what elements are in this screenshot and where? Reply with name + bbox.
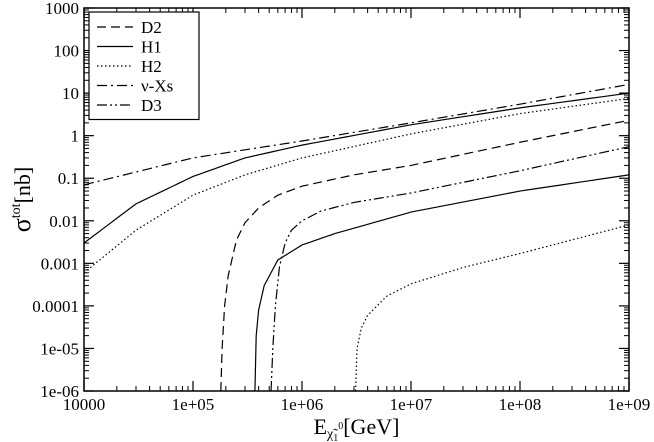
series-line-curve-5	[254, 174, 629, 391]
y-tick-label: 1e-06	[40, 382, 79, 401]
x-label-unit: [GeV]	[343, 414, 399, 439]
x-tick-label: 10000	[63, 395, 106, 414]
series-line-h1	[84, 92, 629, 244]
y-tick-label: 0.1	[58, 169, 79, 188]
legend-label: H2	[141, 57, 162, 76]
x-tick-label: 1e+08	[499, 395, 542, 414]
y-axis-label: σtot[nb]	[7, 167, 36, 232]
series-line-d3	[270, 146, 629, 391]
y-label-main: σ	[7, 218, 36, 232]
y-tick-label: 0.001	[41, 254, 79, 273]
x-tick-label: 1e+06	[281, 395, 324, 414]
y-tick-label: 1	[71, 127, 80, 146]
axis-ticks: 10000 1e+05 1e+06 1e+07 1e+08 1e+09 1e-06 1e-05…	[32, 0, 650, 414]
series-line-curve-6	[354, 224, 629, 391]
y-tick-label: 0.01	[49, 212, 79, 231]
y-tick-label: 0.0001	[32, 297, 79, 316]
y-tick-label: 1000	[45, 0, 79, 18]
x-tick-label: 1e+07	[390, 395, 433, 414]
y-tick-label: 100	[54, 42, 80, 61]
plot-frame	[83, 7, 630, 392]
x-label-subsub: 1	[333, 433, 338, 442]
y-label-sup: tot	[9, 203, 24, 218]
legend-label: H1	[141, 38, 162, 57]
y-label-unit: [nb]	[10, 167, 35, 204]
series-line-xs	[84, 83, 629, 186]
y-tick-label: 10	[62, 84, 79, 103]
x-axis-label-text: Eχ̃10[GeV]	[314, 414, 400, 442]
legend-label: D3	[141, 96, 162, 115]
legend-label: D2	[141, 18, 162, 37]
y-axis-label-text: σtot[nb]	[7, 167, 36, 232]
x-tick-label: 1e+05	[172, 395, 215, 414]
legend-label: ν-Xs	[141, 77, 173, 96]
y-tick-label: 1e-05	[40, 339, 79, 358]
x-tick-label: 1e+09	[608, 395, 651, 414]
plot-lines	[84, 83, 629, 391]
x-label-main: E	[314, 414, 327, 439]
series-line-h2	[84, 97, 629, 274]
series-line-d2	[220, 119, 629, 391]
x-axis-label: Eχ̃10[GeV]	[314, 414, 400, 442]
x-label-sup: 0	[338, 421, 343, 432]
legend-box	[88, 11, 200, 121]
